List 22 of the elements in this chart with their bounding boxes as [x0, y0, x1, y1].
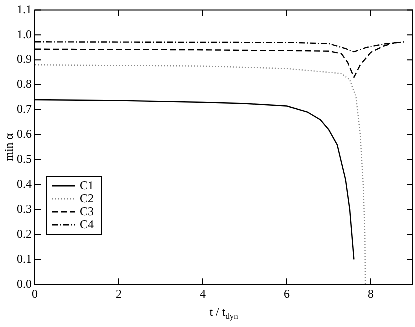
y-tick-label: 0.3: [17, 202, 32, 216]
x-tick-label: 4: [200, 286, 206, 301]
y-tick-label: 0.9: [17, 52, 32, 66]
y-tick-label: 0.8: [17, 77, 32, 92]
legend-label: C1: [80, 178, 94, 192]
y-tick-label: 0.6: [17, 127, 32, 142]
x-tick-label: 2: [116, 286, 122, 301]
legend-label: C3: [80, 204, 94, 218]
y-tick-label: 0.0: [17, 276, 32, 291]
y-axis-title: min α: [2, 132, 16, 162]
legend-label: C4: [80, 217, 94, 232]
y-tick-label: 1.1: [17, 2, 32, 16]
x-tick-label: 0: [32, 286, 38, 301]
x-tick-label: 6: [284, 286, 290, 301]
y-tick-label: 0.4: [17, 176, 32, 191]
y-tick-label: 0.2: [17, 226, 32, 241]
y-tick-label: 0.7: [17, 102, 32, 116]
legend-label: C2: [80, 191, 94, 206]
y-tick-label: 0.1: [17, 252, 32, 266]
y-tick-label: 1.0: [17, 27, 32, 42]
x-tick-label: 8: [368, 286, 374, 301]
y-tick-label: 0.5: [17, 152, 32, 166]
